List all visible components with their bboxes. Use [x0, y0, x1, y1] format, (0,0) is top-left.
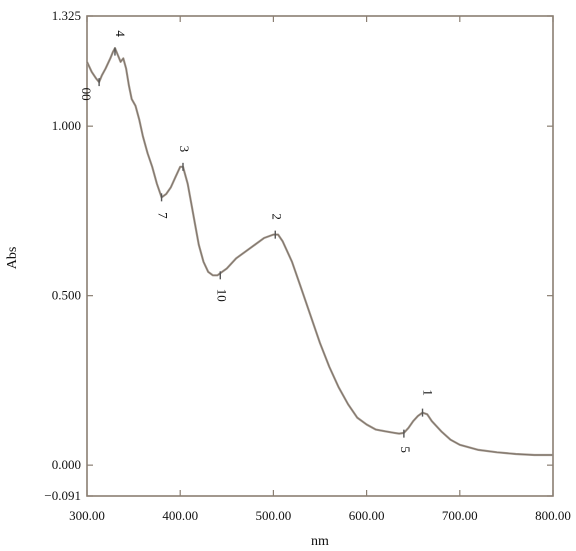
absorbance-line [86, 47, 553, 457]
y-axis: −0.091 0.000 0.500 1.000 1.325 [44, 8, 553, 503]
y-tick-label: 0.000 [52, 457, 81, 472]
y-tick-label: 1.000 [52, 118, 81, 133]
x-axis: 300.00 400.00 500.00 600.00 700.00 800.00 [69, 16, 571, 523]
peak-label: 10 [214, 289, 229, 302]
absorbance-line-core [86, 47, 553, 456]
peak-label: 4 [113, 30, 128, 37]
x-tick-label: 600.00 [349, 508, 385, 523]
x-tick-label: 800.00 [535, 508, 571, 523]
y-tick-label: 0.500 [52, 288, 81, 303]
peak-label: 00 [79, 88, 94, 101]
x-tick-label: 400.00 [162, 508, 198, 523]
peak-label: 7 [156, 212, 171, 219]
peak-label: 5 [398, 446, 413, 453]
series-layer [86, 47, 553, 457]
peak-label: 1 [421, 389, 436, 396]
x-tick-label: 500.00 [256, 508, 292, 523]
x-tick-label: 300.00 [69, 508, 105, 523]
peak-label: 2 [269, 213, 284, 220]
y-axis-title: Abs [5, 247, 20, 270]
peak-label: 3 [177, 146, 192, 153]
plot-frame [86, 15, 554, 497]
peak-labels: 4 00 3 7 2 10 5 1 [79, 30, 435, 453]
y-tick-label: −0.091 [44, 488, 81, 503]
y-tick-label: 1.325 [52, 8, 81, 23]
x-axis-title: nm [311, 534, 329, 549]
x-tick-label: 700.00 [442, 508, 478, 523]
